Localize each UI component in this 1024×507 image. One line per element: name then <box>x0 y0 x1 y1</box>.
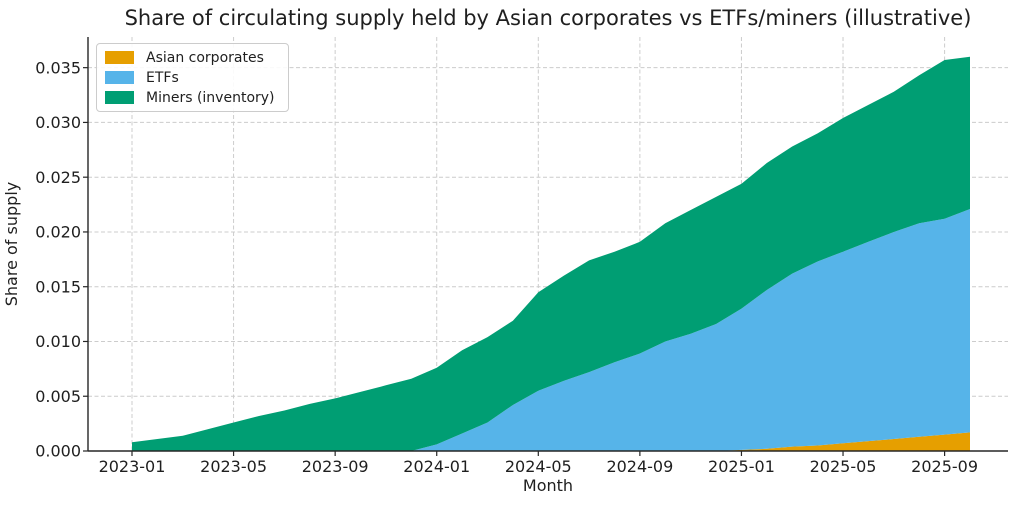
chart-title: Share of circulating supply held by Asia… <box>125 6 972 30</box>
area-miners-inventory <box>132 56 970 451</box>
legend-item-etfs: ETFs <box>105 69 275 86</box>
x-tick-label: 2023-05 <box>200 457 267 476</box>
area-etfs <box>132 209 970 451</box>
legend-item-asian-corporates: Asian corporates <box>105 49 275 66</box>
area-asian-corporates <box>132 432 970 451</box>
stacked-areas <box>132 56 970 451</box>
legend-swatch-icon <box>105 51 134 64</box>
y-axis-label: Share of supply <box>2 182 21 306</box>
x-tick-label: 2023-09 <box>302 457 369 476</box>
x-tick-label: 2025-05 <box>810 457 877 476</box>
legend: Asian corporates ETFs Miners (inventory) <box>96 43 289 112</box>
y-tick-label: 0.010 <box>35 332 81 351</box>
legend-label: ETFs <box>146 69 179 86</box>
y-tick-label: 0.030 <box>35 113 81 132</box>
x-tick-label: 2025-01 <box>708 457 775 476</box>
y-tick-label: 0.025 <box>35 168 81 187</box>
y-tick-label: 0.020 <box>35 223 81 242</box>
x-tick-label: 2025-09 <box>911 457 978 476</box>
x-tick-label: 2024-09 <box>606 457 673 476</box>
y-tick-label: 0.005 <box>35 387 81 406</box>
x-tick-label: 2024-01 <box>403 457 470 476</box>
x-tick-label: 2024-05 <box>505 457 572 476</box>
y-tick-label: 0.015 <box>35 277 81 296</box>
legend-swatch-icon <box>105 71 134 84</box>
y-tick-label: 0.035 <box>35 58 81 77</box>
legend-label: Asian corporates <box>146 49 264 66</box>
y-tick-label: 0.000 <box>35 442 81 461</box>
x-axis-label: Month <box>523 476 573 495</box>
legend-label: Miners (inventory) <box>146 89 275 106</box>
legend-swatch-icon <box>105 91 134 104</box>
legend-item-miners-inventory: Miners (inventory) <box>105 89 275 106</box>
x-tick-label: 2023-01 <box>99 457 166 476</box>
axes <box>83 37 1008 456</box>
tick-labels: 0.000 0.005 0.010 0.015 0.020 0.025 0.030 0.035… <box>35 58 978 476</box>
